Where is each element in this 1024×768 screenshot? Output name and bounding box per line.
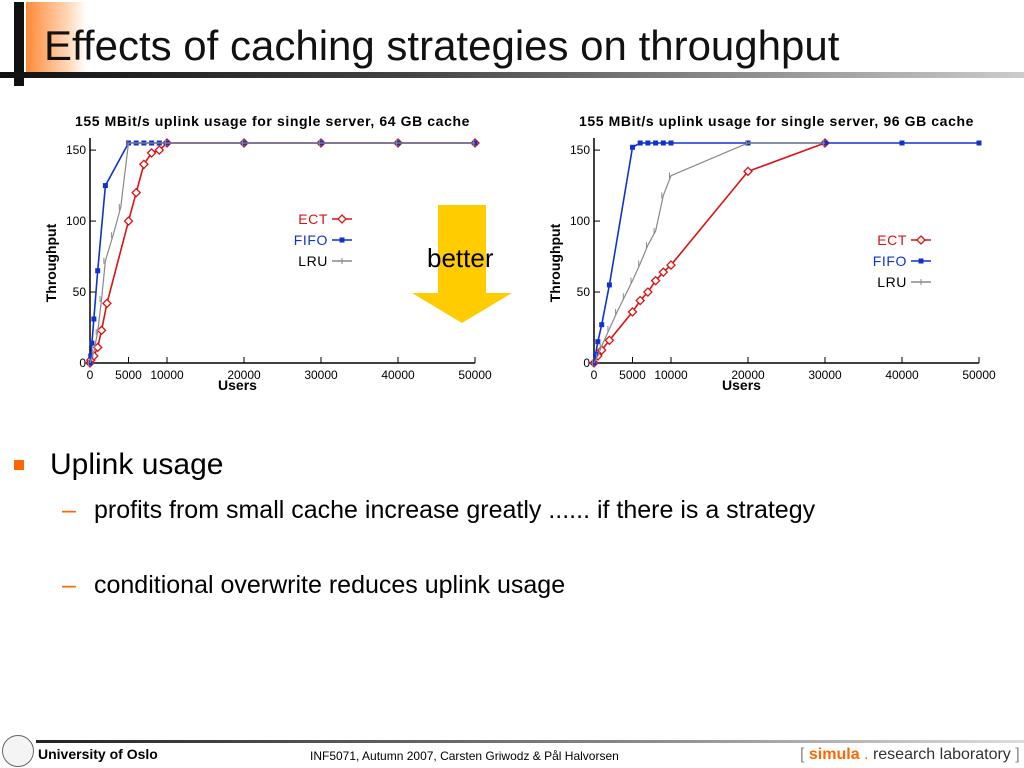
series-line-ect [593, 142, 826, 364]
chart-title: 155 MBit/s uplink usage for single serve… [579, 113, 974, 129]
y-tick-label: 50 [73, 285, 87, 299]
footer-course: INF5071, Autumn 2007, Carsten Griwodz & … [310, 749, 619, 763]
data-point-fifo [91, 316, 97, 322]
bracket-close: ] [1015, 746, 1020, 763]
data-point-fifo [593, 351, 599, 357]
x-tick-label: 20000 [731, 368, 765, 382]
data-point-ect [154, 145, 165, 156]
data-point-fifo [637, 140, 643, 146]
bracket-open: [ [800, 746, 805, 763]
data-point-ect [123, 216, 134, 226]
y-tick-label: 100 [570, 214, 590, 228]
data-point-fifo [89, 340, 95, 346]
university-seal-icon [2, 735, 34, 767]
x-tick-label: 0 [591, 368, 598, 382]
x-tick-label: 10000 [654, 368, 688, 382]
y-axis-label: Throughput [547, 223, 563, 302]
data-point-fifo [599, 322, 605, 328]
chart-96gb: 155 MBit/s uplink usage for single serve… [547, 113, 996, 393]
page-title: Effects of caching strategies on through… [44, 22, 840, 69]
data-point-ect [627, 306, 638, 317]
simula-dot: . [864, 746, 869, 763]
x-tick-label: 30000 [808, 368, 842, 382]
legend-label-fifo: FIFO [294, 232, 328, 248]
title-orange-gradient [26, 2, 86, 72]
x-tick-label: 0 [87, 368, 94, 382]
data-point-ect [102, 298, 112, 309]
sub-bullet-text: profits from small cache increase greatl… [94, 496, 816, 524]
data-point-fifo [899, 140, 905, 146]
legend-label-lru: LRU [298, 253, 328, 269]
title-black-bar [14, 2, 24, 86]
data-point-fifo [653, 140, 659, 146]
x-tick-label: 10000 [150, 368, 184, 382]
chart-title: 155 MBit/s uplink usage for single serve… [75, 113, 470, 129]
footer-divider [36, 740, 1024, 743]
y-tick-label: 50 [577, 285, 591, 299]
data-point-ect [642, 287, 653, 297]
data-point-fifo [595, 339, 601, 345]
data-point-fifo [668, 140, 674, 146]
y-axis-label: Throughput [43, 223, 59, 302]
data-point-ect [604, 335, 615, 346]
data-point-fifo [976, 140, 982, 146]
data-point-ect [138, 159, 149, 170]
series-line-lru [593, 142, 825, 364]
x-tick-label: 40000 [885, 368, 919, 382]
data-point-ect [96, 325, 107, 336]
data-point-fifo [606, 282, 612, 288]
x-tick-label: 30000 [304, 368, 338, 382]
sub-bullet-text: conditional overwrite reduces uplink usa… [94, 571, 566, 599]
data-point-ect [743, 166, 753, 177]
legend-label-ect: ECT [877, 232, 907, 248]
y-tick-label: 0 [583, 356, 590, 370]
legend-marker-ect [916, 235, 926, 245]
series-line-lru [89, 142, 475, 364]
dash-icon: – [62, 571, 76, 599]
better-label: better [427, 243, 494, 273]
research-lab-word: research laboratory [872, 746, 1011, 763]
data-point-fifo [102, 183, 108, 189]
y-tick-label: 150 [66, 143, 86, 157]
legend-label-ect: ECT [298, 211, 328, 227]
better-arrow-icon [412, 205, 512, 323]
dash-icon: – [62, 496, 76, 524]
data-point-fifo [645, 140, 651, 146]
legend-label-fifo: FIFO [873, 253, 907, 269]
data-point-ect [635, 295, 646, 306]
footer-university: University of Oslo [38, 746, 158, 762]
legend-marker-ect [337, 214, 347, 224]
x-tick-label: 50000 [458, 368, 492, 382]
x-tick-label: 5000 [619, 368, 646, 382]
data-point-ect [666, 260, 676, 270]
x-tick-label: 50000 [962, 368, 996, 382]
data-point-ect [658, 267, 669, 278]
bullet-square-icon [14, 460, 24, 470]
data-point-ect [650, 275, 661, 286]
data-point-fifo [630, 144, 635, 150]
x-axis-label: Users [722, 377, 761, 393]
legend-marker-fifo [918, 258, 924, 264]
data-point-fifo [88, 353, 94, 359]
series-line-fifo [593, 142, 979, 364]
y-tick-label: 100 [66, 214, 86, 228]
x-axis-label: Users [218, 377, 257, 393]
bullet-text: Uplink usage [50, 448, 224, 481]
footer-simula-logo: [ simula . research laboratory ] [800, 746, 1020, 764]
data-point-fifo [660, 140, 666, 146]
data-point-ect [131, 187, 142, 198]
title-decoration [0, 0, 90, 86]
x-tick-label: 40000 [381, 368, 415, 382]
simula-word: simula [808, 746, 860, 763]
chart-64gb: 155 MBit/s uplink usage for single serve… [43, 113, 492, 393]
x-tick-label: 5000 [115, 368, 142, 382]
data-point-fifo [95, 268, 101, 274]
y-tick-label: 0 [79, 356, 86, 370]
legend-marker-fifo [339, 237, 345, 243]
title-underline [0, 72, 1024, 78]
legend-label-lru: LRU [877, 274, 907, 290]
x-tick-label: 20000 [227, 368, 261, 382]
y-tick-label: 150 [570, 143, 590, 157]
data-point-ect [146, 148, 157, 158]
